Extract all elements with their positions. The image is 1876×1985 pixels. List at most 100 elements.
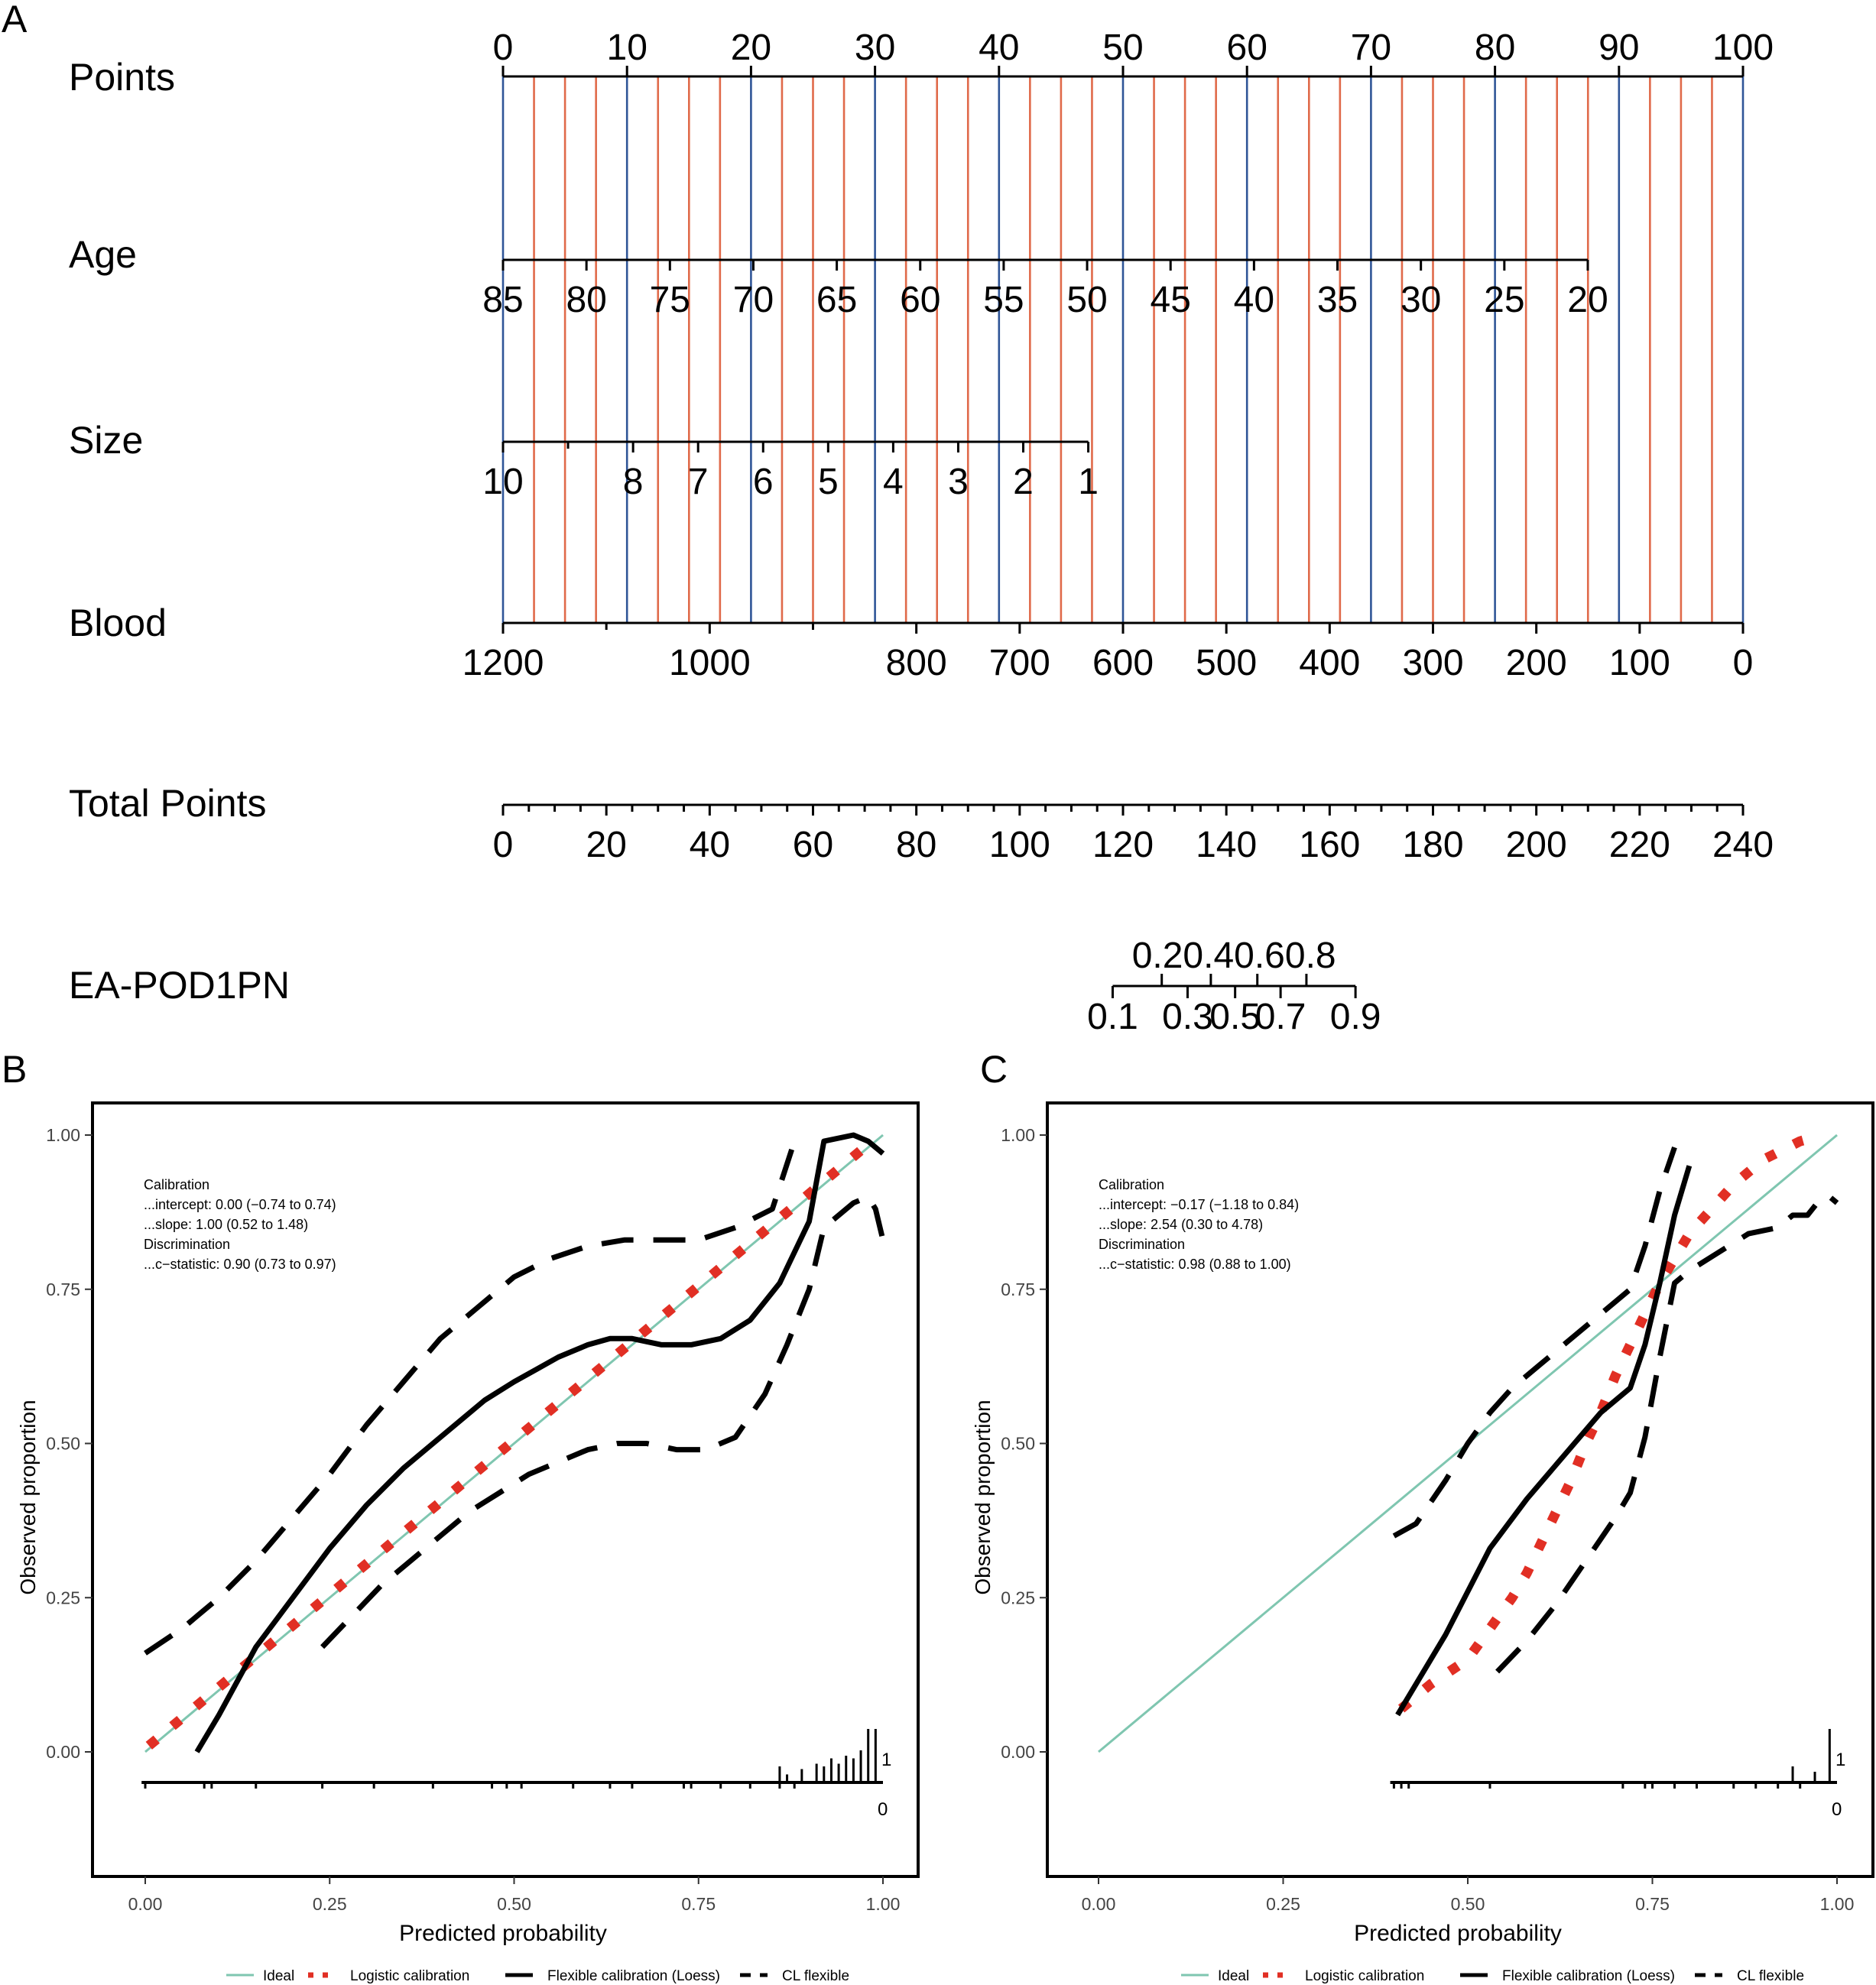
tick-label: 50 [1102, 28, 1143, 68]
logistic-calibration-line [145, 1140, 871, 1750]
tick-label: 220 [1609, 825, 1670, 865]
outcome-lower-label: 0.5 [1209, 997, 1261, 1037]
calibration-annotation: Discrimination [1099, 1237, 1185, 1252]
calibration-annotation: ...slope: 1.00 (0.52 to 1.48) [144, 1217, 308, 1232]
y-tick-label: 1.00 [46, 1125, 80, 1145]
nomogram-row-age: Age 85 80 75 70 65 60 55 50 45 40 35 30 25 20 [69, 233, 1608, 320]
tick-label: 60 [1227, 28, 1267, 68]
tick-label: 4 [883, 462, 904, 502]
tick-label: 8 [623, 462, 644, 502]
tick-label: 60 [793, 825, 833, 865]
logistic-calibration-line [1397, 1130, 1824, 1713]
cl-flexible-line [320, 1194, 886, 1649]
tick-label: 500 [1196, 643, 1257, 683]
x-axis-title: Predicted probability [399, 1921, 607, 1946]
tick-label: 1200 [463, 643, 544, 683]
y-tick-label: 0.25 [46, 1588, 80, 1607]
x-tick-label: 0.75 [681, 1894, 716, 1914]
calibration-annotation: ...intercept: 0.00 (−0.74 to 0.74) [144, 1197, 336, 1212]
y-tick-label: 0.00 [1001, 1742, 1035, 1762]
calibration-annotation: Calibration [1099, 1177, 1164, 1192]
tick-label: 3 [948, 462, 969, 502]
legend-label: Logistic calibration [350, 1968, 469, 1984]
tick-label: 80 [1475, 28, 1515, 68]
outcome-upper-labels: 0.20.40.60.8 [1132, 936, 1336, 976]
tick-label: 700 [989, 643, 1050, 683]
rug-label-event: 1 [1835, 1750, 1845, 1770]
nomogram-row-size: Size 10 8 7 6 5 4 3 2 1 [69, 419, 1099, 502]
tick-label: 0 [493, 28, 514, 68]
y-axis-title: Observed proportion [16, 1400, 40, 1594]
tick-label: 0 [493, 825, 514, 865]
tick-label: 40 [1234, 280, 1274, 320]
tick-label: 25 [1484, 280, 1524, 320]
tick-label: 20 [1567, 280, 1608, 320]
tick-label: 180 [1402, 825, 1463, 865]
calibration-annotation: Discrimination [144, 1237, 230, 1252]
nomogram-row-points: Points 0 10 20 30 40 50 60 70 80 90 100 [69, 28, 1774, 99]
y-tick-label: 0.75 [46, 1280, 80, 1299]
tick-label: 30 [855, 28, 895, 68]
tick-label: 100 [1712, 28, 1774, 68]
calibration-plot-c: 0.00 0.25 0.50 0.75 1.00 0.00 0.25 0.50 0.75 1.00… [971, 1101, 1874, 1984]
tick-label: 300 [1402, 643, 1463, 683]
tick-label: 1000 [669, 643, 751, 683]
nomogram-row-outcome: EA-POD1PN 0.20.40.60.8 0.1 0.30.50.7 0.9 [69, 936, 1381, 1037]
x-tick-label: 0.25 [313, 1894, 347, 1914]
tick-label: 120 [1092, 825, 1154, 865]
y-tick-label: 0.50 [1001, 1434, 1035, 1454]
legend-label: Flexible calibration (Loess) [547, 1968, 720, 1984]
cl-flexible-line [1392, 1146, 1677, 1539]
row-label: Blood [69, 602, 167, 644]
tick-label: 40 [979, 28, 1019, 68]
y-axis-title: Observed proportion [971, 1400, 995, 1594]
cl-flexible-line [144, 1140, 797, 1656]
row-label: Age [69, 233, 137, 276]
legend-label: CL flexible [1737, 1968, 1804, 1984]
flexible-calibration-line [1395, 1165, 1693, 1717]
tick-label: 65 [816, 280, 857, 320]
tick-label: 10 [482, 462, 523, 502]
y-tick-label: 0.75 [1001, 1280, 1035, 1299]
tick-label: 160 [1299, 825, 1360, 865]
outcome-lower-label: 0.7 [1255, 997, 1306, 1037]
outcome-lower-label: 0.1 [1087, 997, 1138, 1037]
tick-label: 600 [1092, 643, 1154, 683]
tick-label: 55 [983, 280, 1024, 320]
tick-label: 200 [1506, 643, 1567, 683]
calibration-annotation: ...c−statistic: 0.90 (0.73 to 0.97) [144, 1257, 336, 1272]
legend-label: Ideal [263, 1968, 294, 1984]
tick-label: 200 [1506, 825, 1567, 865]
tick-label: 140 [1196, 825, 1257, 865]
calibration-plot-b: 0.00 0.25 0.50 0.75 1.00 0.00 0.25 0.50 0.75 1.00… [16, 1101, 920, 1984]
tick-label: 80 [896, 825, 936, 865]
tick-label: 100 [989, 825, 1050, 865]
tick-label: 6 [753, 462, 774, 502]
x-tick-label: 1.00 [1820, 1894, 1855, 1914]
y-tick-label: 1.00 [1001, 1125, 1035, 1145]
row-label: EA-POD1PN [69, 964, 290, 1007]
rug-label-nonevent: 0 [878, 1799, 888, 1820]
tick-label: 2 [1013, 462, 1034, 502]
legend-label: CL flexible [782, 1968, 849, 1984]
nomogram-row-total-points: Total Points 0 20 40 60 80 100 120 140 160 180 200 2… [69, 782, 1774, 865]
tick-label: 7 [688, 462, 709, 502]
flexible-calibration-line [194, 1132, 885, 1753]
legend-label: Flexible calibration (Loess) [1502, 1968, 1675, 1984]
y-tick-label: 0.25 [1001, 1588, 1035, 1607]
plot-frame [91, 1101, 920, 1878]
y-tick-label: 0.50 [46, 1434, 80, 1454]
tick-label: 400 [1299, 643, 1360, 683]
row-label: Size [69, 419, 143, 462]
rug-label-nonevent: 0 [1832, 1799, 1842, 1820]
tick-label: 10 [607, 28, 648, 68]
tick-label: 70 [733, 280, 774, 320]
x-tick-label: 0.25 [1266, 1894, 1300, 1914]
x-tick-label: 0.00 [1082, 1894, 1116, 1914]
tick-label: 50 [1066, 280, 1107, 320]
panel-label-c: C [980, 1048, 1008, 1091]
tick-label: 20 [586, 825, 626, 865]
legend-label: Ideal [1218, 1968, 1249, 1984]
